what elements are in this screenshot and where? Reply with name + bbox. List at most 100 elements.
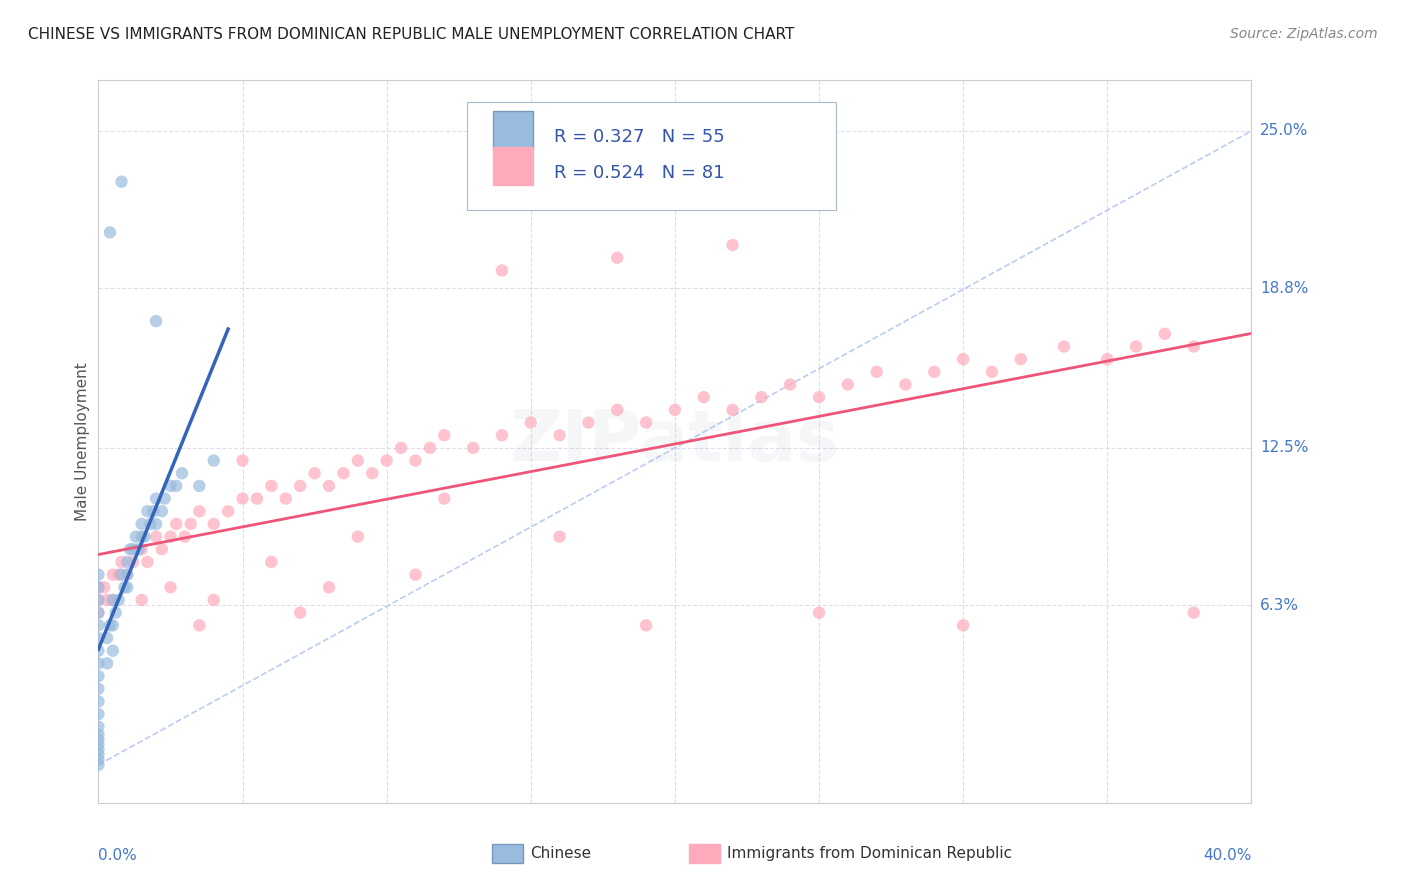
Point	[112, 580, 135, 594]
Point	[136, 555, 159, 569]
Point	[779, 377, 801, 392]
Point	[290, 606, 312, 620]
Text: 25.0%: 25.0%	[1260, 123, 1309, 138]
Point	[110, 555, 132, 569]
Point	[117, 567, 139, 582]
Text: R = 0.524   N = 81: R = 0.524 N = 81	[554, 164, 724, 182]
Point	[837, 377, 859, 392]
Point	[107, 593, 129, 607]
Point	[136, 504, 159, 518]
Point	[318, 580, 340, 594]
Point	[87, 694, 110, 708]
Point	[87, 681, 110, 696]
Text: 6.3%: 6.3%	[1260, 598, 1299, 613]
Point	[548, 530, 571, 544]
Point	[87, 757, 110, 772]
Text: ZIPatlas: ZIPatlas	[510, 407, 839, 476]
Point	[165, 479, 187, 493]
Point	[131, 593, 153, 607]
Point	[318, 479, 340, 493]
Point	[87, 707, 110, 722]
Point	[87, 720, 110, 734]
Point	[389, 441, 412, 455]
Point	[808, 390, 831, 404]
Point	[347, 530, 370, 544]
Y-axis label: Male Unemployment: Male Unemployment	[75, 362, 90, 521]
Point	[131, 516, 153, 531]
Point	[202, 593, 225, 607]
Point	[520, 416, 543, 430]
Point	[491, 428, 513, 442]
Point	[664, 402, 686, 417]
Point	[87, 631, 110, 645]
Point	[87, 747, 110, 762]
Point	[150, 542, 173, 557]
Point	[188, 504, 211, 518]
Point	[751, 390, 773, 404]
Point	[104, 606, 127, 620]
Point	[606, 402, 628, 417]
Point	[134, 530, 156, 544]
Point	[202, 516, 225, 531]
Point	[1125, 339, 1147, 353]
Point	[1182, 339, 1205, 353]
Point	[110, 175, 132, 189]
Point	[101, 618, 124, 632]
Point	[260, 555, 283, 569]
Point	[433, 428, 456, 442]
Text: Immigrants from Dominican Republic: Immigrants from Dominican Republic	[727, 847, 1012, 861]
Point	[170, 467, 193, 481]
Point	[98, 618, 121, 632]
Point	[87, 606, 110, 620]
Point	[128, 542, 150, 557]
Point	[159, 530, 181, 544]
Point	[188, 618, 211, 632]
Point	[120, 542, 142, 557]
Point	[419, 441, 441, 455]
Point	[159, 580, 181, 594]
Point	[1182, 606, 1205, 620]
Point	[1053, 339, 1076, 353]
Point	[952, 618, 974, 632]
Point	[131, 542, 153, 557]
Point	[606, 251, 628, 265]
Point	[433, 491, 456, 506]
FancyBboxPatch shape	[467, 102, 837, 211]
Point	[139, 516, 162, 531]
Point	[117, 580, 139, 594]
Text: 18.8%: 18.8%	[1260, 281, 1309, 295]
Text: 0.0%: 0.0%	[98, 848, 138, 863]
Point	[202, 453, 225, 467]
Point	[246, 491, 269, 506]
Point	[491, 263, 513, 277]
Point	[145, 491, 167, 506]
Point	[87, 580, 110, 594]
Point	[1154, 326, 1177, 341]
Point	[636, 618, 658, 632]
Point	[145, 314, 167, 328]
Point	[693, 390, 716, 404]
Point	[165, 516, 187, 531]
Point	[87, 669, 110, 683]
Point	[463, 441, 485, 455]
Point	[1010, 352, 1032, 367]
Point	[866, 365, 889, 379]
Point	[375, 453, 398, 467]
Point	[125, 530, 148, 544]
Point	[180, 516, 202, 531]
Point	[578, 416, 600, 430]
Point	[87, 738, 110, 752]
Point	[87, 593, 110, 607]
Point	[405, 453, 427, 467]
Point	[122, 542, 145, 557]
Point	[145, 530, 167, 544]
Point	[153, 491, 176, 506]
Point	[131, 530, 153, 544]
Point	[145, 516, 167, 531]
Point	[231, 453, 254, 467]
Point	[96, 657, 118, 671]
Point	[548, 428, 571, 442]
Point	[87, 606, 110, 620]
Point	[87, 742, 110, 756]
Point	[952, 352, 974, 367]
